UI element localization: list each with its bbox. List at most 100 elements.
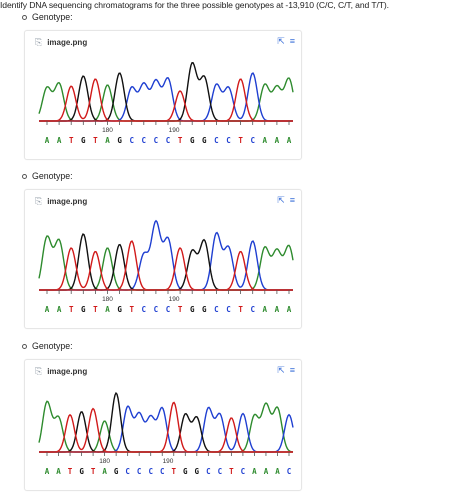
base-call: G — [195, 467, 200, 476]
base-call: C — [148, 467, 153, 476]
genotype-item-2: Genotype: — [22, 171, 73, 181]
attachment-filename[interactable]: image.png — [47, 367, 88, 376]
expand-icon[interactable]: ⇱ — [277, 195, 285, 205]
base-call: A — [56, 467, 61, 476]
ruler-label: 180 — [99, 458, 110, 465]
base-call: C — [226, 305, 231, 314]
base-call: G — [81, 136, 86, 145]
genotype-item-1: Genotype: — [22, 12, 73, 22]
base-call: C — [214, 136, 219, 145]
menu-icon[interactable]: ≡ — [289, 365, 295, 375]
base-call: G — [190, 136, 195, 145]
base-call: C — [154, 136, 159, 145]
base-call: A — [105, 305, 110, 314]
base-call: T — [93, 136, 98, 145]
base-call: A — [275, 467, 280, 476]
base-call: C — [142, 136, 147, 145]
trace-G — [39, 61, 293, 122]
attachment-header: ⎘ image.png — [35, 366, 87, 377]
bullet-icon — [22, 343, 27, 349]
ruler-label: 190 — [169, 127, 180, 134]
base-call: T — [229, 467, 234, 476]
ruler-label: 190 — [169, 296, 180, 303]
menu-icon[interactable]: ≡ — [289, 195, 295, 205]
base-call: A — [45, 467, 50, 476]
base-call: A — [57, 136, 62, 145]
image-attachment-card[interactable]: ⎘ image.png ⇱ ≡ 180 190 A A T G T A G C C C C T G G C C T C… — [24, 359, 302, 491]
base-call: C — [250, 136, 255, 145]
base-call: T — [91, 467, 96, 476]
base-call: C — [129, 136, 134, 145]
base-call: G — [202, 136, 207, 145]
base-call: A — [45, 136, 50, 145]
bullet-icon — [22, 173, 27, 179]
bullet-icon — [22, 14, 27, 20]
base-call: A — [263, 305, 268, 314]
genotype-label: Genotype: — [32, 171, 73, 181]
base-call: A — [102, 467, 107, 476]
base-call: A — [287, 136, 292, 145]
base-call: T — [93, 305, 98, 314]
base-call: A — [252, 467, 257, 476]
base-call: G — [183, 467, 188, 476]
menu-icon[interactable]: ≡ — [289, 36, 295, 46]
attachment-filename[interactable]: image.png — [47, 38, 88, 47]
base-call: T — [69, 136, 74, 145]
attachment-header: ⎘ image.png — [35, 196, 87, 207]
base-call: C — [154, 305, 159, 314]
attachment-header: ⎘ image.png — [35, 37, 87, 48]
base-call: A — [264, 467, 269, 476]
base-call: T — [69, 305, 74, 314]
genotype-label: Genotype: — [32, 341, 73, 351]
base-call: T — [178, 136, 183, 145]
base-call: A — [57, 305, 62, 314]
question-text: Identify DNA sequencing chromatograms fo… — [0, 0, 389, 10]
base-call: G — [79, 467, 84, 476]
base-call: G — [117, 305, 122, 314]
genotype-label: Genotype: — [32, 12, 73, 22]
base-call: T — [172, 467, 177, 476]
base-call: C — [218, 467, 223, 476]
base-call: T — [238, 305, 243, 314]
genotype-item-3: Genotype: — [22, 341, 73, 351]
trace-C — [39, 72, 293, 122]
trace-G — [39, 233, 293, 291]
base-call: C — [250, 305, 255, 314]
base-call: T — [238, 136, 243, 145]
base-call: G — [114, 467, 119, 476]
base-call: G — [81, 305, 86, 314]
base-call: A — [287, 305, 292, 314]
base-call: C — [137, 467, 142, 476]
base-call: A — [263, 136, 268, 145]
expand-icon[interactable]: ⇱ — [277, 365, 285, 375]
ruler-label: 180 — [102, 127, 113, 134]
expand-icon[interactable]: ⇱ — [277, 36, 285, 46]
base-call: T — [129, 305, 134, 314]
base-call: A — [275, 136, 280, 145]
base-call: G — [190, 305, 195, 314]
base-call: C — [206, 467, 211, 476]
base-call: C — [142, 305, 147, 314]
base-call: T — [68, 467, 73, 476]
image-attachment-card[interactable]: ⎘ image.png ⇱ ≡ 180 190 A A T G T A G T C C C T G G C C T C… — [24, 189, 302, 329]
base-call: C — [160, 467, 165, 476]
ruler-label: 180 — [102, 296, 113, 303]
base-call: G — [117, 136, 122, 145]
base-call: A — [105, 136, 110, 145]
base-call: C — [214, 305, 219, 314]
base-call: C — [125, 467, 130, 476]
base-call: C — [166, 305, 171, 314]
base-call: A — [45, 305, 50, 314]
image-attachment-card[interactable]: ⎘ image.png ⇱ ≡ 180 190 A A T G T A G C C C C T G G C C T C… — [24, 30, 302, 160]
trace-C — [39, 219, 293, 291]
paperclip-icon: ⎘ — [35, 366, 43, 376]
ruler-label: 190 — [163, 458, 174, 465]
base-call: C — [287, 467, 292, 476]
base-call: C — [226, 136, 231, 145]
attachment-filename[interactable]: image.png — [47, 197, 88, 206]
base-call: T — [178, 305, 183, 314]
base-call: G — [202, 305, 207, 314]
